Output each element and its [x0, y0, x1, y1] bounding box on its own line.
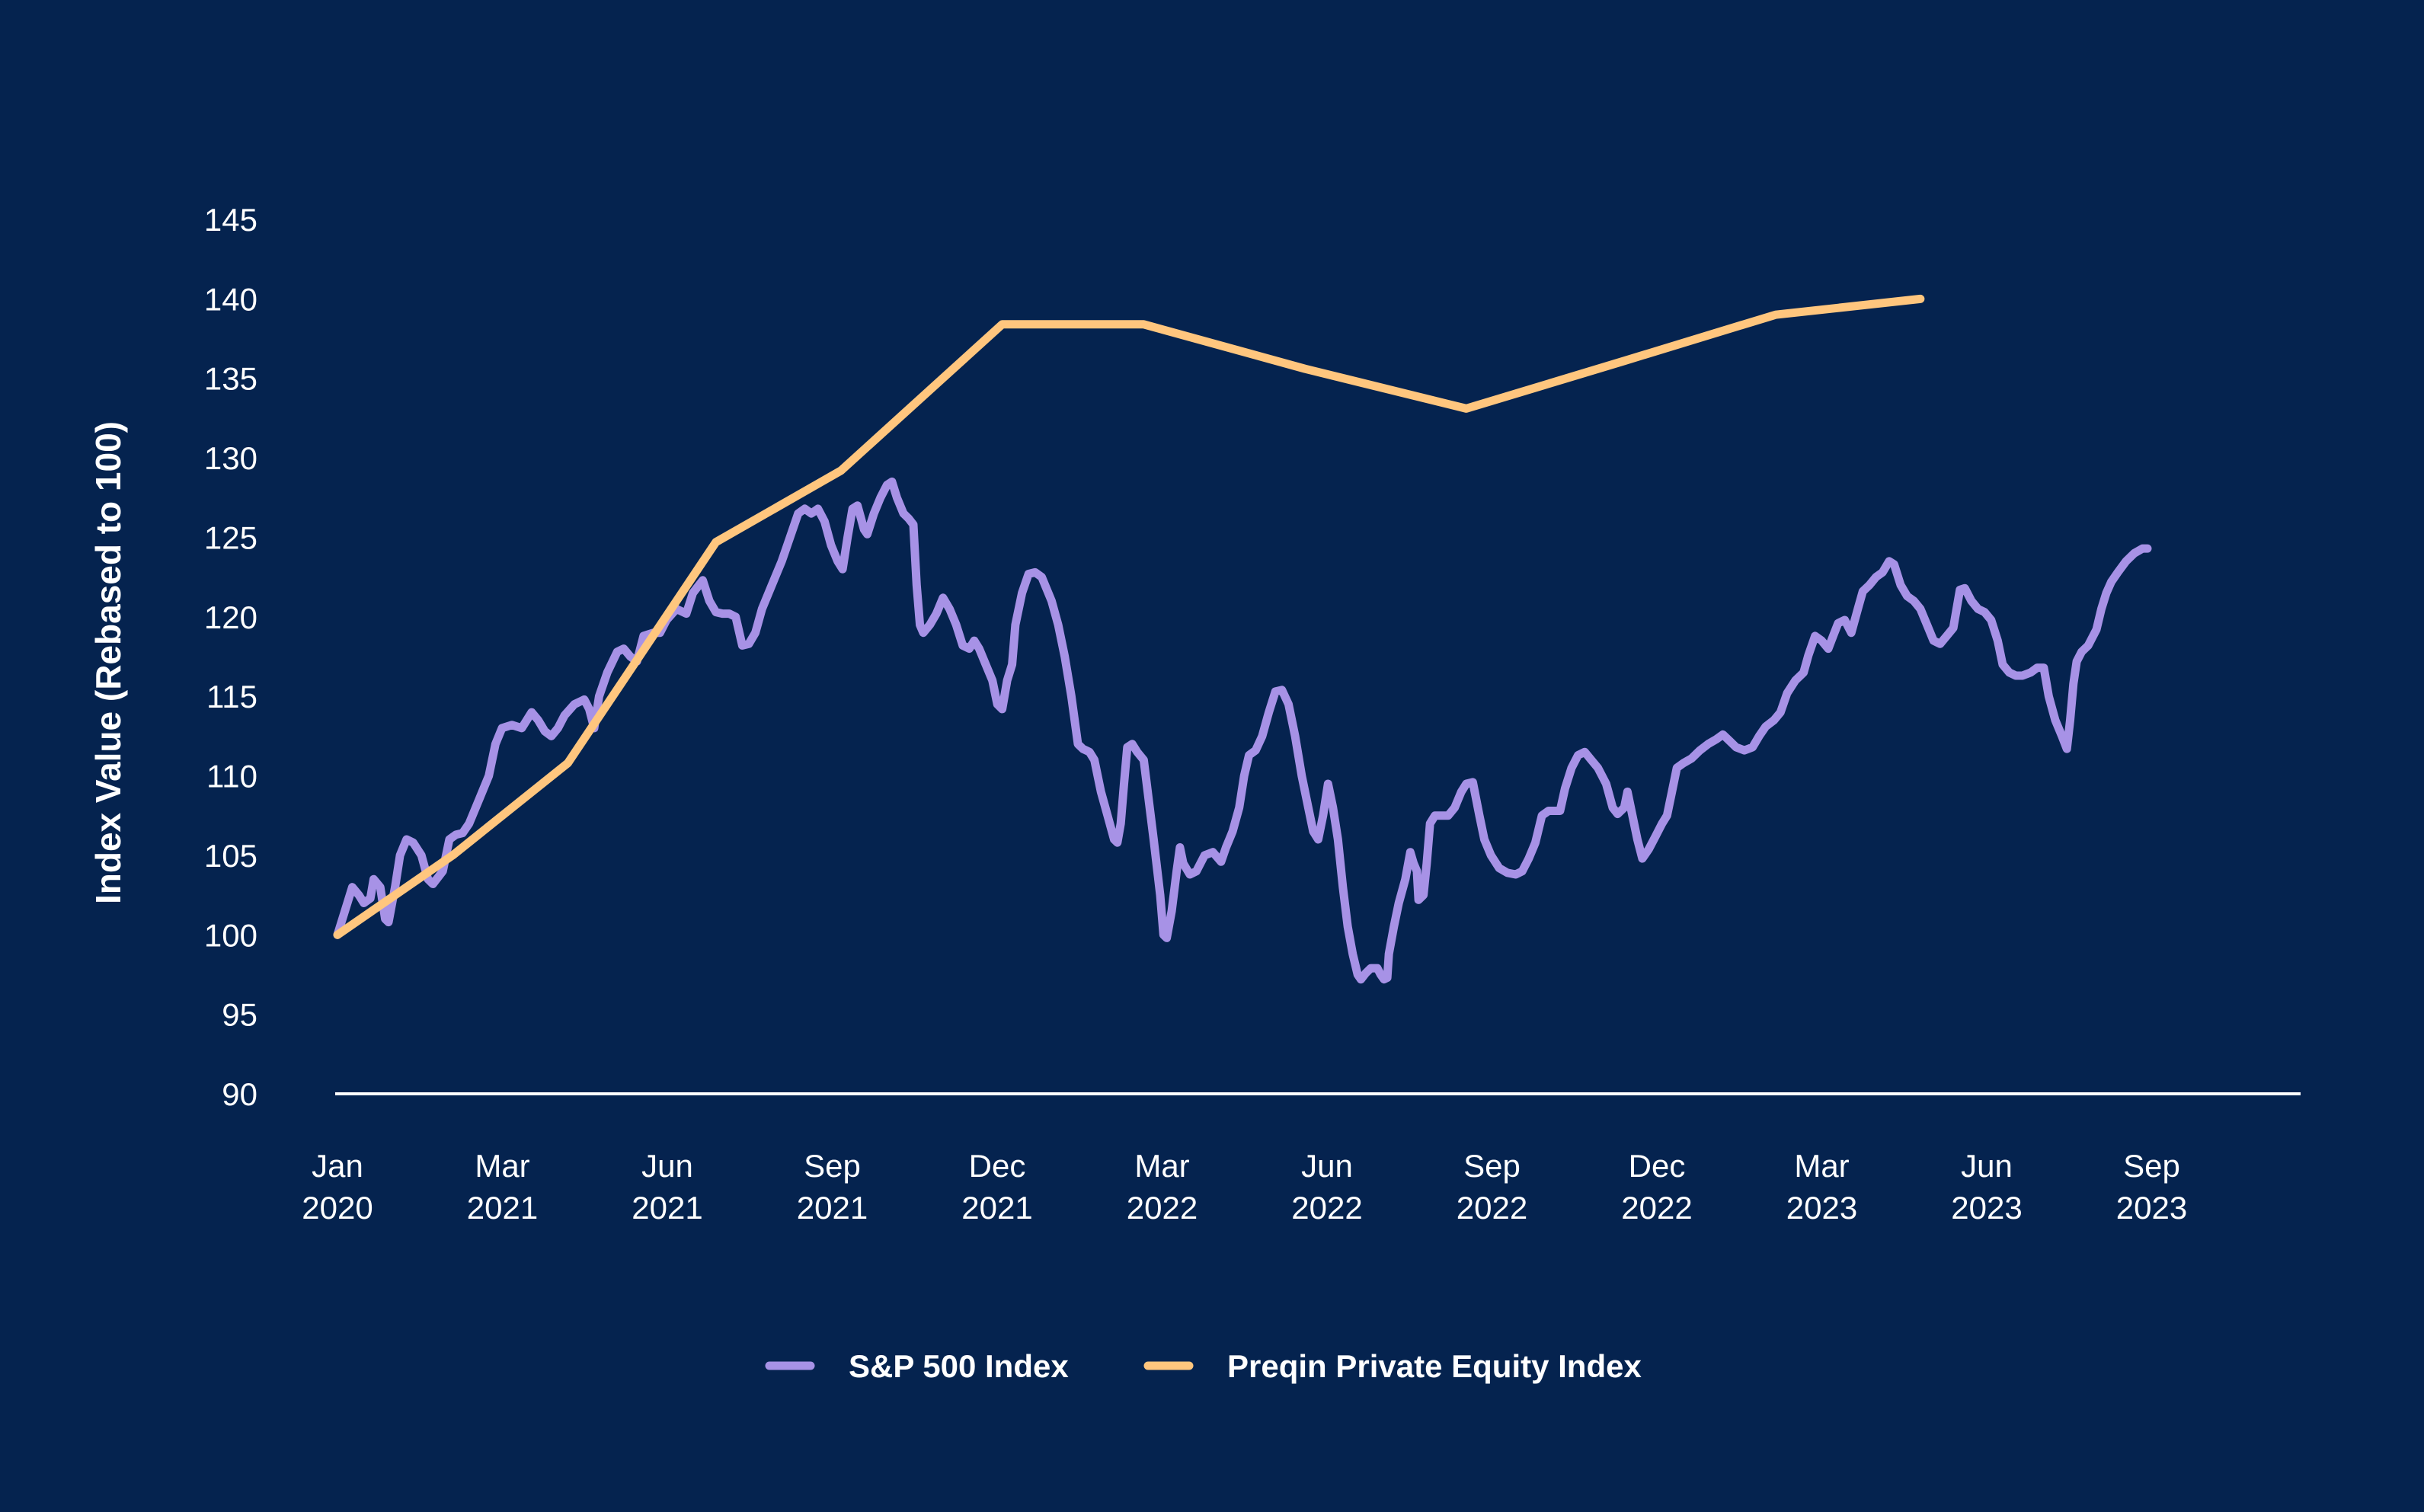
x-tick-label-year: 2021	[961, 1190, 1032, 1226]
legend-label: S&P 500 Index	[849, 1348, 1069, 1384]
y-axis-label: Index Value (Rebased to 100)	[88, 421, 128, 904]
x-tick-label-year: 2023	[1951, 1190, 2022, 1226]
x-tick-label-year: 2021	[467, 1190, 538, 1226]
x-tick-label-year: 2022	[1291, 1190, 1362, 1226]
x-tick-label: Sep	[2123, 1148, 2180, 1184]
y-tick-label: 100	[204, 917, 257, 953]
series-line-sp500	[337, 481, 2147, 979]
x-tick-label: Jan	[312, 1148, 363, 1184]
x-tick-label-year: 2023	[1786, 1190, 1857, 1226]
legend-label: Preqin Private Equity Index	[1227, 1348, 1642, 1384]
y-tick-label: 115	[206, 679, 257, 714]
y-tick-label: 140	[204, 281, 257, 317]
y-axis-ticks: 90 95 100 105 110 115 120 125 130 135 140 145	[204, 202, 257, 1112]
y-tick-label: 120	[204, 599, 257, 635]
x-axis-ticks: Jan 2020 Mar 2021 Jun 2021 Sep 2021 Dec 2021 Mar 20…	[302, 1148, 2187, 1226]
x-tick-label: Jun	[641, 1148, 693, 1184]
x-tick-label: Sep	[1463, 1148, 1521, 1184]
x-tick-label-year: 2022	[1621, 1190, 1692, 1226]
y-tick-label: 110	[206, 759, 257, 794]
x-tick-label: Mar	[1794, 1148, 1849, 1184]
x-tick-label-year: 2021	[632, 1190, 702, 1226]
line-chart: 90 95 100 105 110 115 120 125 130 135 140 145 Jan 20…	[0, 0, 2424, 1508]
x-tick-label: Dec	[969, 1148, 1026, 1184]
series-layer	[337, 299, 2147, 979]
x-tick-label-year: 2022	[1457, 1190, 1527, 1226]
y-tick-label: 145	[204, 202, 257, 238]
x-tick-label-year: 2021	[797, 1190, 868, 1226]
legend: S&P 500 Index Preqin Private Equity Index	[769, 1348, 1642, 1384]
chart-container: 90 95 100 105 110 115 120 125 130 135 140 145 Jan 20…	[0, 0, 2424, 1508]
x-tick-label-year: 2023	[2116, 1190, 2187, 1226]
x-tick-label: Jun	[1961, 1148, 2013, 1184]
y-tick-label: 90	[222, 1076, 257, 1112]
x-tick-label: Dec	[1629, 1148, 1686, 1184]
x-tick-label: Mar	[1134, 1148, 1189, 1184]
y-tick-label: 130	[204, 440, 257, 476]
y-tick-label: 95	[222, 997, 257, 1033]
y-tick-label: 105	[204, 838, 257, 874]
x-tick-label: Mar	[475, 1148, 529, 1184]
x-tick-label: Sep	[804, 1148, 861, 1184]
y-tick-label: 135	[204, 361, 257, 397]
x-tick-label-year: 2022	[1127, 1190, 1198, 1226]
series-line-preqin	[337, 299, 1920, 935]
x-tick-label: Jun	[1301, 1148, 1353, 1184]
x-tick-label-year: 2020	[302, 1190, 373, 1226]
y-tick-label: 125	[204, 519, 257, 555]
